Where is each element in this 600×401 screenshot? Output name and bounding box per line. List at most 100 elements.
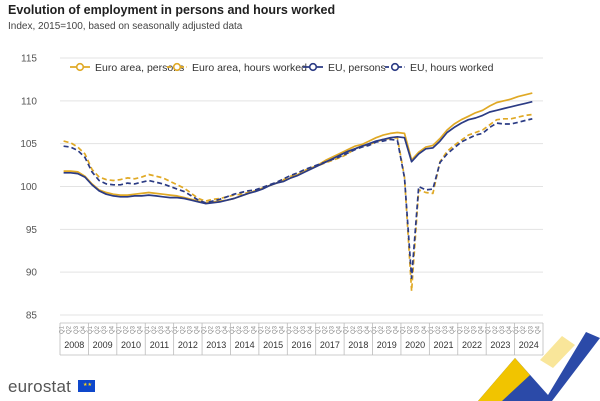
legend-marker: [390, 62, 400, 72]
x-quarter-label: Q3: [216, 325, 222, 334]
x-quarter-label: Q2: [379, 325, 385, 334]
x-quarter-label: Q4: [450, 325, 456, 334]
x-year-label: 2017: [320, 340, 340, 350]
x-year-label: 2012: [178, 340, 198, 350]
x-quarter-label: Q4: [223, 325, 229, 334]
x-quarter-label: Q3: [472, 325, 478, 334]
x-year-label: 2010: [121, 340, 141, 350]
x-quarter-label: Q4: [280, 325, 286, 334]
eurostat-logo[interactable]: eurostat: [8, 377, 72, 396]
legend: Euro area, persons Euro area, hours worke…: [70, 62, 494, 74]
x-quarter-label: Q4: [81, 325, 87, 334]
x-quarter-label: Q2: [266, 325, 272, 334]
x-quarter-label: Q3: [358, 325, 364, 334]
x-year-label: 2022: [462, 340, 482, 350]
x-quarter-label: Q2: [123, 325, 129, 334]
legend-label: EU, hours worked: [410, 62, 494, 74]
x-quarter-label: Q2: [322, 325, 328, 334]
legend-marker: [75, 62, 85, 72]
x-quarter-label: Q2: [408, 325, 414, 334]
x-quarter-label: Q4: [195, 325, 201, 334]
x-quarter-label: Q4: [308, 325, 314, 334]
x-year-label: 2016: [291, 340, 311, 350]
x-quarter-label: Q2: [209, 325, 215, 334]
legend-marker: [308, 62, 318, 72]
x-quarter-label: Q1: [116, 325, 122, 334]
x-quarter-label: Q4: [507, 325, 513, 334]
x-year-label: 2019: [377, 340, 397, 350]
x-quarter-label: Q1: [372, 325, 378, 334]
x-quarter-label: Q2: [351, 325, 357, 334]
x-axis: Q1 Q2 Q3 Q4 Q1 Q2 Q3 Q4 Q1 Q2 Q3 Q4 Q1 Q2 Q3 Q4 Q1 Q2 Q3 Q4…: [60, 322, 544, 356]
x-quarter-label: Q1: [315, 325, 321, 334]
x-quarter-label: Q1: [486, 325, 492, 334]
series-line-2: [63, 100, 533, 205]
x-quarter-label: Q1: [60, 325, 66, 334]
x-quarter-label: Q1: [145, 325, 151, 334]
x-quarter-label: Q3: [528, 325, 534, 334]
x-quarter-label: Q4: [138, 325, 144, 334]
x-quarter-label: Q3: [500, 325, 506, 334]
x-quarter-label: Q2: [294, 325, 300, 334]
x-quarter-label: Q1: [457, 325, 463, 334]
x-quarter-label: Q2: [95, 325, 101, 334]
grid-lines: [60, 57, 543, 316]
series-lines: [63, 92, 533, 292]
x-quarter-label: Q3: [386, 325, 392, 334]
x-quarter-label: Q3: [74, 325, 80, 334]
y-tick-label: 100: [20, 182, 37, 193]
x-year-label: 2011: [150, 340, 169, 350]
x-quarter-label: Q4: [422, 325, 428, 334]
legend-label: Euro area, hours worked: [192, 62, 307, 74]
x-year-label: 2009: [93, 340, 113, 350]
x-quarter-label: Q4: [251, 325, 257, 334]
x-quarter-label: Q3: [131, 325, 137, 334]
x-year-label: 2018: [348, 340, 368, 350]
x-year-label: 2014: [235, 340, 255, 350]
x-quarter-label: Q2: [152, 325, 158, 334]
x-quarter-label: Q2: [180, 325, 186, 334]
x-year-label: 2021: [434, 340, 454, 350]
y-tick-label: 90: [26, 268, 38, 279]
x-quarter-label: Q4: [535, 325, 541, 334]
legend-label: Euro area, persons: [95, 62, 184, 74]
x-quarter-label: Q4: [479, 325, 485, 334]
x-quarter-label: Q3: [244, 325, 250, 334]
x-quarter-label: Q4: [337, 325, 343, 334]
x-quarter-label: Q3: [443, 325, 449, 334]
x-quarter-label: Q3: [415, 325, 421, 334]
x-quarter-label: Q1: [400, 325, 406, 334]
x-quarter-label: Q1: [230, 325, 236, 334]
y-tick-label: 115: [21, 54, 37, 65]
x-quarter-label: Q4: [393, 325, 399, 334]
x-year-label: 2024: [519, 340, 539, 350]
x-quarter-label: Q2: [521, 325, 527, 334]
x-quarter-label: Q1: [258, 325, 264, 334]
x-quarter-label: Q3: [187, 325, 193, 334]
x-quarter-label: Q2: [464, 325, 470, 334]
series-line-3: [63, 117, 533, 280]
x-quarter-label: Q4: [109, 325, 115, 334]
y-axis-ticks: 85 90 95 100 105 110 115: [20, 54, 37, 322]
x-quarter-label: Q1: [514, 325, 520, 334]
chart-subtitle: Index, 2015=100, based on seasonally adj…: [8, 21, 243, 32]
x-quarter-label: Q1: [287, 325, 293, 334]
legend-marker: [172, 62, 182, 72]
x-quarter-label: Q2: [67, 325, 73, 334]
x-quarter-label: Q1: [88, 325, 94, 334]
legend-label: EU, persons: [328, 62, 386, 74]
x-quarter-label: Q1: [173, 325, 179, 334]
x-quarter-label: Q2: [237, 325, 243, 334]
x-year-label: 2008: [64, 340, 84, 350]
x-quarter-label: Q3: [102, 325, 108, 334]
x-quarter-label: Q4: [365, 325, 371, 334]
y-tick-label: 85: [26, 311, 38, 322]
x-quarter-label: Q3: [301, 325, 307, 334]
eu-flag-icon: ★★: [78, 380, 95, 392]
x-quarter-label: Q1: [429, 325, 435, 334]
x-year-label: 2020: [405, 340, 425, 350]
x-quarter-label: Q3: [159, 325, 165, 334]
x-quarter-label: Q3: [329, 325, 335, 334]
